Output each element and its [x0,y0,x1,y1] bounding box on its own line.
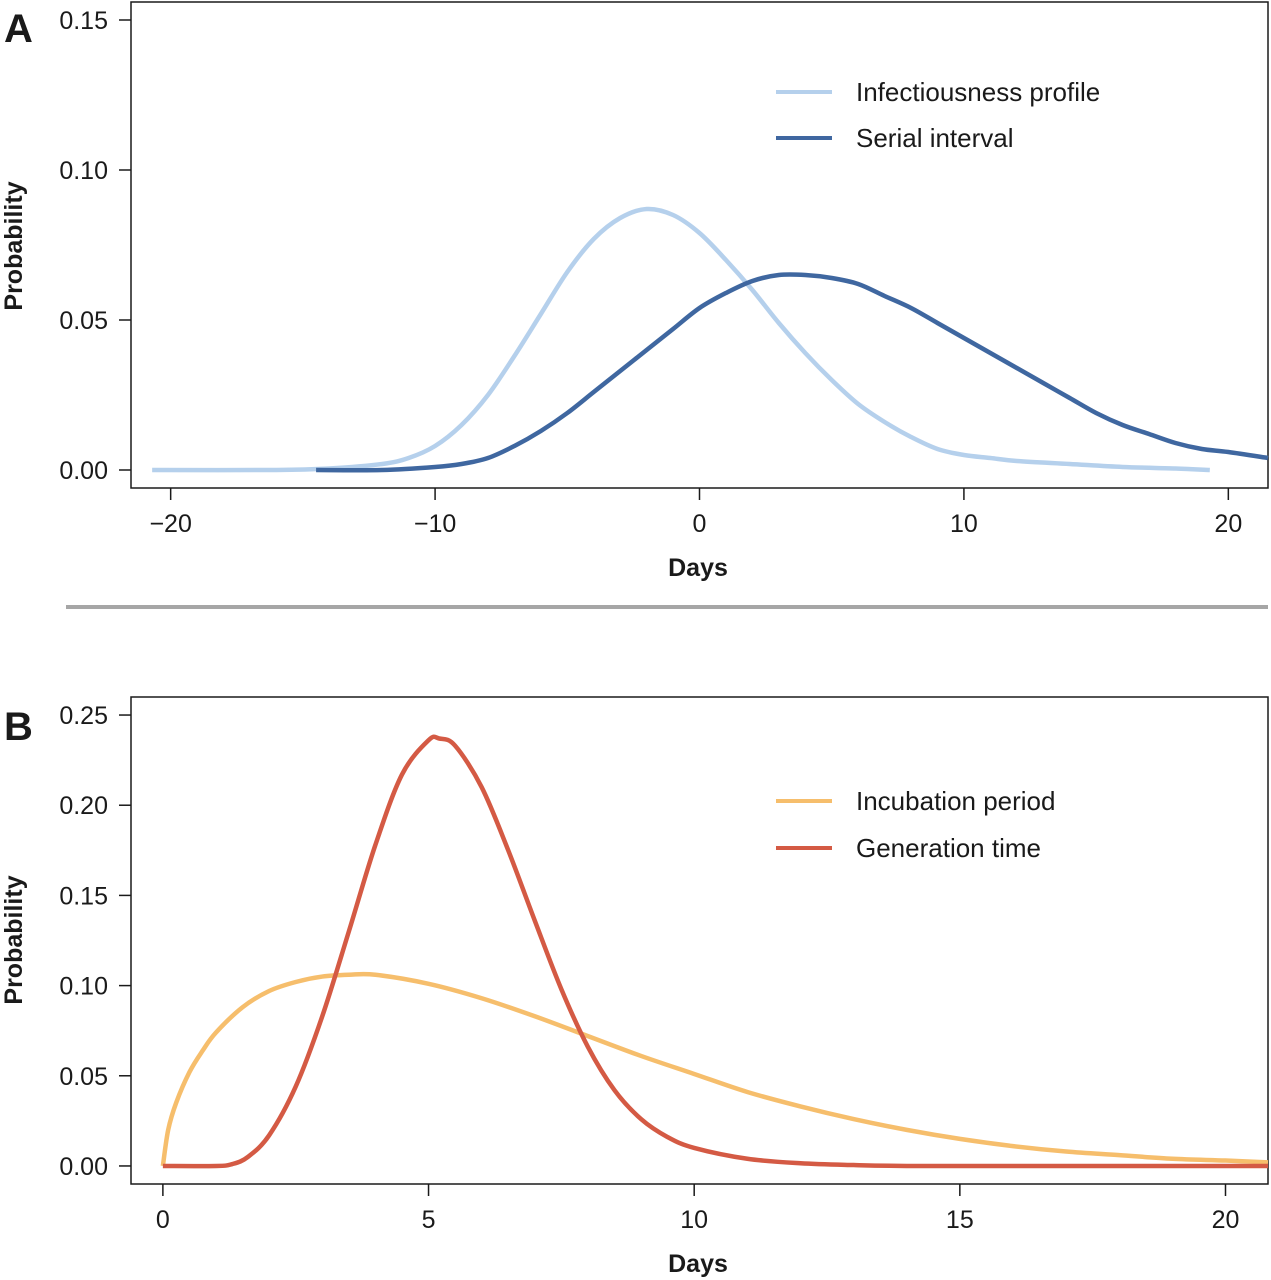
y-tick-label: 0.20 [59,792,108,820]
panel-a-x-axis: −20 −10 0 10 20 [149,488,1242,538]
panel-a-series [152,206,1269,473]
panel-a-y-axis: 0.00 0.05 0.10 0.15 [59,7,131,485]
panel-a-x-axis-title: Days [668,554,728,582]
x-tick-label: −20 [149,510,191,538]
series-line-incubation [160,971,1269,1167]
legend-label-infectiousness: Infectiousness profile [856,77,1100,107]
panel-b-y-axis: 0.00 0.05 0.10 0.15 0.20 0.25 [59,702,131,1181]
y-tick-label: 0.05 [59,307,108,335]
panel-b-y-axis-title: Probability [0,875,28,1004]
panel-a-y-axis-title: Probability [0,181,28,310]
panel-b-x-axis: 0 5 10 15 20 [156,1184,1239,1234]
x-tick-label: 15 [946,1206,974,1234]
y-tick-label: 0.10 [59,157,108,185]
panel-b-legend: Incubation period Generation time [776,786,1055,863]
x-tick-label: 20 [1214,510,1242,538]
y-tick-label: 0.00 [59,1153,108,1181]
panel-a-legend: Infectiousness profile Serial interval [776,77,1100,153]
x-tick-label: 10 [680,1206,708,1234]
panel-b-plot-frame [130,696,1269,1185]
panel-a-letter: A [4,7,33,51]
legend-label-generation-time: Generation time [856,833,1041,863]
y-tick-label: 0.10 [59,973,108,1001]
legend-label-incubation-period: Incubation period [856,786,1055,816]
panel-b-letter: B [4,705,33,749]
y-tick-label: 0.15 [59,882,108,910]
x-tick-label: −10 [414,510,456,538]
series-line-generation [162,734,1268,1169]
panel-b: B 0.00 0.05 0.10 0.15 0.20 0.25 0 5 10 15 20 Days… [0,696,1269,1278]
y-tick-label: 0.15 [59,7,108,35]
x-tick-label: 20 [1212,1206,1240,1234]
y-tick-label: 0.25 [59,702,108,730]
y-tick-label: 0.00 [59,457,108,485]
series-line-serial [316,272,1269,473]
panel-b-x-axis-title: Days [668,1250,728,1278]
panel-b-series [160,734,1269,1169]
x-tick-label: 10 [950,510,978,538]
y-tick-label: 0.05 [59,1063,108,1091]
legend-label-serial-interval: Serial interval [856,123,1014,153]
series-line-infectiousness [152,206,1210,473]
x-tick-label: 0 [156,1206,170,1234]
x-tick-label: 0 [693,510,707,538]
x-tick-label: 5 [422,1206,436,1234]
panel-a: A 0.00 0.05 0.10 0.15 −20 −10 0 10 20 Days Prob… [0,1,1269,582]
